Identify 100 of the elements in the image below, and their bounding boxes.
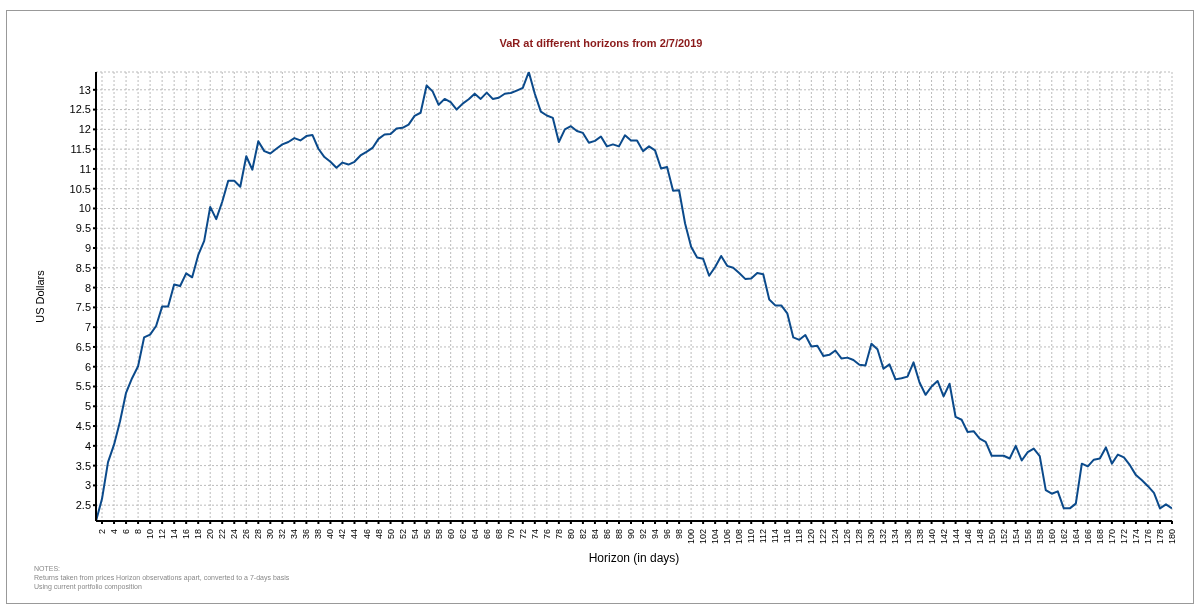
x-tick-label: 80: [565, 529, 576, 540]
x-tick-label: 82: [577, 529, 588, 540]
x-tick-label: 64: [469, 529, 480, 540]
x-tick-label: 62: [457, 529, 468, 540]
x-tick-label: 158: [1034, 529, 1045, 545]
y-axis-title: US Dollars: [33, 269, 46, 323]
x-tick-label: 72: [517, 529, 528, 540]
x-tick-label: 138: [914, 529, 925, 545]
x-tick-label: 178: [1154, 529, 1165, 545]
x-tick-label: 46: [361, 529, 372, 540]
line-series: [96, 72, 1172, 521]
x-tick-label: 118: [794, 529, 805, 544]
x-tick-label: 120: [806, 529, 817, 545]
x-tick-label: 98: [674, 529, 685, 540]
x-tick-label: 166: [1082, 529, 1093, 545]
y-tick-label: 11: [79, 162, 91, 175]
y-tick-label: 11.5: [70, 143, 91, 156]
x-tick-label: 36: [301, 529, 312, 540]
x-tick-label: 152: [998, 529, 1009, 545]
x-tick-label: 108: [734, 529, 745, 545]
x-tick-label: 10: [145, 529, 156, 540]
x-tick-label: 134: [890, 529, 901, 545]
x-tick-label: 176: [1142, 529, 1153, 545]
y-tick-label: 9: [84, 241, 91, 254]
x-tick-label: 156: [1022, 529, 1033, 545]
y-tick-label: 9.5: [75, 222, 91, 235]
x-tick-label: 14: [169, 529, 180, 540]
x-tick-label: 68: [493, 529, 504, 540]
x-tick-label: 90: [625, 529, 636, 540]
x-tick-label: 96: [662, 529, 673, 540]
x-tick-label: 128: [854, 529, 865, 545]
x-tick-label: 112: [758, 529, 769, 544]
x-tick-label: 26: [241, 529, 252, 540]
x-tick-label: 84: [589, 529, 600, 540]
x-tick-label: 94: [650, 529, 661, 540]
x-tick-label: 122: [818, 529, 829, 545]
x-tick-label: 140: [926, 529, 937, 545]
x-tick-label: 54: [409, 529, 420, 540]
x-tick-label: 106: [722, 529, 733, 545]
x-tick-label: 92: [638, 529, 649, 540]
x-tick-label: 2: [97, 529, 108, 535]
x-tick-label: 168: [1094, 529, 1105, 545]
x-tick-label: 16: [181, 529, 192, 540]
x-tick-label: 4: [109, 529, 120, 535]
x-tick-label: 12: [157, 529, 168, 540]
y-tick-label: 3: [84, 479, 91, 492]
x-tick-label: 148: [974, 529, 985, 545]
x-tick-label: 40: [325, 529, 336, 540]
x-tick-label: 24: [229, 529, 240, 540]
x-tick-label: 8: [133, 529, 144, 535]
x-tick-label: 144: [950, 529, 961, 545]
y-tick-label: 5: [84, 400, 91, 413]
y-tick-label: 7.5: [75, 301, 91, 314]
x-tick-label: 164: [1070, 529, 1081, 545]
x-tick-label: 44: [349, 529, 360, 540]
x-tick-label: 124: [830, 529, 841, 545]
x-tick-label: 110: [746, 529, 757, 544]
y-tick-label: 6.5: [75, 340, 91, 353]
x-tick-label: 146: [962, 529, 973, 545]
x-tick-label: 100: [686, 529, 697, 545]
x-tick-label: 114: [770, 529, 781, 544]
x-tick-label: 66: [481, 529, 492, 540]
x-tick-label: 50: [385, 529, 396, 540]
x-tick-label: 174: [1130, 529, 1141, 545]
x-tick-label: 150: [986, 529, 997, 545]
x-tick-label: 180: [1167, 529, 1177, 545]
x-tick-label: 116: [782, 529, 793, 544]
y-tick-label: 2.5: [75, 499, 91, 512]
x-tick-label: 58: [433, 529, 444, 540]
x-tick-label: 160: [1046, 529, 1057, 545]
x-tick-label: 102: [698, 529, 709, 545]
x-tick-label: 28: [253, 529, 264, 540]
x-tick-label: 154: [1010, 529, 1021, 545]
x-tick-label: 136: [902, 529, 913, 545]
x-tick-label: 6: [121, 529, 132, 535]
y-tick-label: 13: [78, 83, 91, 96]
x-tick-label: 32: [277, 529, 288, 540]
x-tick-label: 70: [505, 529, 516, 540]
y-tick-label: 12.5: [69, 103, 91, 116]
x-tick-label: 42: [337, 529, 348, 540]
x-tick-label: 30: [265, 529, 276, 540]
x-tick-label: 132: [878, 529, 889, 545]
x-tick-label: 172: [1118, 529, 1129, 545]
x-tick-label: 130: [866, 529, 877, 545]
y-tick-label: 4: [84, 439, 91, 452]
y-tick-label: 4.5: [75, 419, 91, 432]
x-tick-label: 142: [938, 529, 949, 545]
y-tick-label: 3.5: [75, 459, 91, 472]
x-axis-title: Horizon (in days): [588, 551, 680, 565]
x-tick-label: 78: [553, 529, 564, 540]
x-tick-label: 18: [193, 529, 204, 540]
y-tick-label: 7: [84, 321, 91, 334]
y-tick-label: 6: [84, 360, 91, 373]
chart-title: VaR at different horizons from 2/7/2019: [498, 37, 704, 49]
x-tick-label: 162: [1058, 529, 1069, 545]
y-tick-label: 12: [78, 123, 91, 136]
x-tick-label: 48: [373, 529, 384, 540]
x-tick-label: 56: [421, 529, 432, 540]
x-tick-label: 20: [205, 529, 216, 540]
x-tick-label: 88: [613, 529, 624, 540]
